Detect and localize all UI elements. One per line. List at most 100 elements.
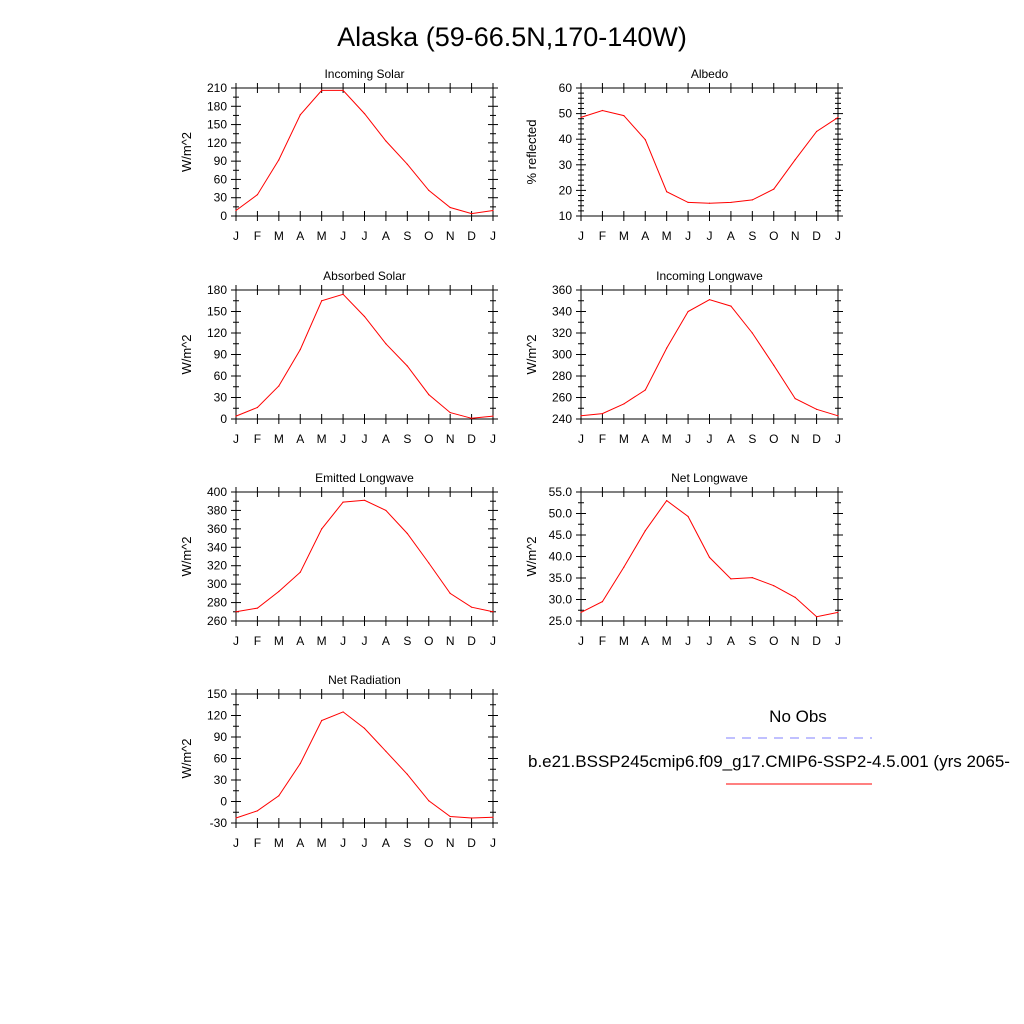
- x-tick-label: M: [274, 432, 284, 446]
- data-point: [449, 592, 451, 594]
- x-tick-label: M: [274, 634, 284, 648]
- y-tick-label: 340: [207, 540, 227, 554]
- data-point: [235, 209, 237, 212]
- panel-incoming-solar: Incoming Solar W/m^2 0 30 60 90 120 150 180 210 J F…: [179, 67, 498, 243]
- y-tick-label: 60: [559, 81, 573, 95]
- y-tick-label: 60: [214, 752, 228, 766]
- y-tick-label: 90: [214, 730, 228, 744]
- y-tick-label: 320: [552, 326, 572, 340]
- x-tick-label: S: [748, 432, 756, 446]
- x-tick-label: A: [382, 634, 390, 648]
- y-axis-label: W/m^2: [524, 536, 539, 576]
- y-tick-label: 120: [207, 709, 227, 723]
- series-line: [580, 299, 839, 417]
- y-tick-label: 360: [552, 283, 572, 297]
- x-tick-label: F: [254, 634, 261, 648]
- data-point: [406, 532, 408, 535]
- x-tick-label: S: [403, 634, 411, 648]
- data-point: [687, 310, 689, 313]
- x-tick-label: J: [340, 432, 346, 446]
- x-tick-label: J: [707, 634, 713, 648]
- panel-title: Albedo: [691, 67, 729, 81]
- y-axis-label: W/m^2: [524, 334, 539, 374]
- x-tick-label: A: [382, 229, 390, 243]
- data-point: [342, 89, 344, 92]
- data-point: [708, 556, 711, 558]
- x-tick-label: J: [835, 229, 841, 243]
- x-tick-label: J: [490, 634, 496, 648]
- y-tick-label: 35.0: [549, 571, 573, 585]
- plot-frame: [235, 87, 494, 217]
- x-tick-label: J: [490, 836, 496, 850]
- data-point: [730, 201, 732, 204]
- plot-frame: [580, 87, 839, 217]
- panel-emitted-longwave: Emitted Longwave W/m^2 260 280 300 320 340 360 3…: [179, 471, 498, 648]
- plot-frame: [235, 693, 494, 824]
- x-tick-label: D: [812, 634, 821, 648]
- data-point: [470, 417, 473, 419]
- data-point: [492, 816, 494, 818]
- data-point: [449, 411, 451, 414]
- y-axis-label: W/m^2: [179, 334, 194, 374]
- x-tick-label: M: [317, 634, 327, 648]
- data-point: [256, 810, 259, 812]
- data-point: [235, 415, 237, 417]
- panel-title: Incoming Solar: [324, 67, 404, 81]
- data-point: [666, 191, 668, 193]
- y-tick-label: 260: [552, 391, 572, 405]
- data-point: [837, 415, 839, 417]
- y-tick-label: -30: [210, 816, 228, 830]
- data-point: [773, 188, 775, 190]
- x-tick-label: J: [233, 634, 239, 648]
- x-tick-label: A: [727, 432, 735, 446]
- plot-frame: [235, 289, 494, 420]
- y-tick-label: 360: [207, 522, 227, 536]
- data-point: [794, 397, 796, 400]
- y-axis-label: W/m^2: [179, 536, 194, 576]
- data-point: [385, 509, 387, 512]
- x-tick-label: M: [619, 229, 629, 243]
- x-tick-label: N: [791, 229, 800, 243]
- x-tick-label: J: [707, 432, 713, 446]
- data-point: [470, 817, 473, 819]
- data-point: [580, 116, 582, 119]
- data-point: [623, 115, 625, 117]
- data-point: [299, 114, 301, 116]
- x-tick-label: A: [641, 432, 649, 446]
- panel-incoming-longwave: Incoming Longwave W/m^2 240 260 280 300 320 340…: [524, 269, 843, 446]
- x-tick-label: M: [317, 836, 327, 850]
- x-tick-label: A: [296, 634, 304, 648]
- panel-net-longwave: Net Longwave W/m^2 25.0 30.0 35.0 40.0 45.0 50.…: [524, 471, 843, 648]
- x-tick-label: J: [340, 634, 346, 648]
- x-tick-label: S: [748, 229, 756, 243]
- data-point: [644, 139, 646, 141]
- data-point: [363, 113, 366, 115]
- y-tick-label: 300: [207, 577, 227, 591]
- data-point: [342, 711, 344, 713]
- y-tick-label: 10: [559, 209, 573, 223]
- x-tick-label: J: [362, 432, 368, 446]
- data-point: [321, 719, 323, 722]
- data-point: [666, 347, 668, 349]
- x-tick-label: J: [685, 229, 691, 243]
- data-point: [342, 293, 344, 295]
- data-point: [601, 601, 604, 603]
- panels: Incoming Solar W/m^2 0 30 60 90 120 150 180 210 J F…: [179, 67, 843, 850]
- y-tick-label: 280: [552, 369, 572, 383]
- x-tick-label: J: [233, 229, 239, 243]
- x-tick-label: M: [317, 229, 327, 243]
- x-tick-label: A: [296, 836, 304, 850]
- x-tick-label: M: [317, 432, 327, 446]
- y-tick-label: 50.0: [549, 507, 573, 521]
- x-tick-label: J: [578, 634, 584, 648]
- y-tick-label: 30: [559, 158, 573, 172]
- data-point: [321, 528, 323, 530]
- series-line: [235, 89, 494, 215]
- x-tick-label: S: [403, 432, 411, 446]
- y-axis-label: % reflected: [524, 119, 539, 184]
- panel-title: Net Longwave: [671, 471, 748, 485]
- x-tick-label: J: [578, 229, 584, 243]
- data-point: [428, 394, 430, 396]
- data-point: [580, 611, 582, 614]
- data-point: [449, 206, 451, 209]
